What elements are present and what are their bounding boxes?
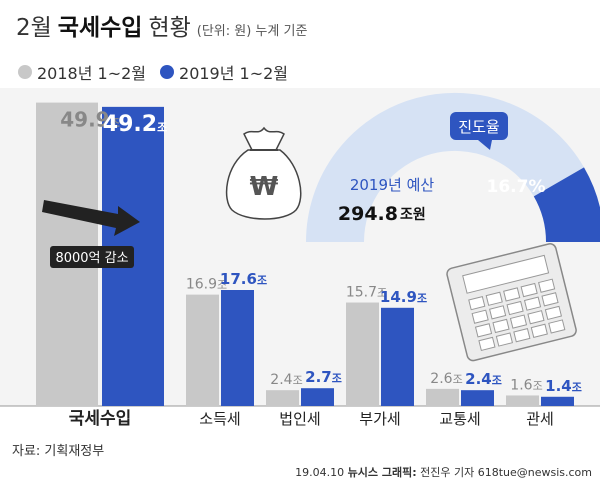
value-label-2018-2: 2.4조 <box>270 372 302 388</box>
value-label-2019-1: 17.6조 <box>220 270 267 288</box>
legend-swatch-2019 <box>160 65 175 79</box>
value-label-2019-5: 1.4조 <box>545 377 582 395</box>
bar-2018-4 <box>426 388 459 406</box>
title-unit: (단위: 원) 누계 기준 <box>196 24 308 39</box>
progress-badge-pointer <box>478 140 492 150</box>
legend-swatch-2018 <box>18 65 32 79</box>
bar-2019-5 <box>541 396 574 406</box>
category-label-2: 법인세 <box>279 410 320 428</box>
value-label-2018-4: 2.6조 <box>430 371 462 387</box>
gauge-track <box>306 92 584 243</box>
progress-gauge: 16.7% 진도율 2019년 예산 294.8 조원 <box>306 92 600 244</box>
value-label-2019-4: 2.4조 <box>465 370 502 388</box>
credit-line: 19.04.10 뉴시스 그래픽: 전진우 기자 618tue@newsis.c… <box>295 464 592 480</box>
value-label-2018-1: 16.9조 <box>186 277 227 293</box>
decrease-label: 8000억 감소 <box>55 251 128 266</box>
bar-2019-2 <box>301 388 334 406</box>
bar-2018-3 <box>346 302 379 406</box>
progress-badge <box>450 112 508 140</box>
category-strip <box>0 406 600 430</box>
calculator-icon <box>446 243 577 362</box>
value-label-2018-5: 1.6조 <box>510 377 542 393</box>
legend-label-2019: 2019년 1~2월 <box>179 64 289 83</box>
category-label-3: 부가세 <box>359 410 400 428</box>
value-label-2019-2: 2.7조 <box>305 368 342 386</box>
category-label-1: 소득세 <box>199 410 240 428</box>
gauge-fill <box>533 167 600 244</box>
annotation-layer: 8000억 감소 <box>42 200 140 268</box>
budget-value: 294.8 <box>338 203 398 225</box>
money-bag-icon: ₩ <box>225 126 302 220</box>
budget-label: 2019년 예산 <box>350 176 435 194</box>
bar-2019-3 <box>381 307 414 406</box>
bar-2019-4 <box>461 390 494 406</box>
title-suffix: 현황 <box>148 15 191 41</box>
progress-badge-label: 진도율 <box>458 118 499 136</box>
progress-percent: 16.7% <box>487 177 546 197</box>
credit-author: 전진우 기자 618tue@newsis.com <box>420 466 592 479</box>
legend-label-2018: 2018년 1~2월 <box>37 64 147 83</box>
legend-item-2018: 2018년 1~2월 <box>18 60 146 84</box>
bar-2018-2 <box>266 390 299 406</box>
decrease-badge <box>50 246 134 268</box>
credit-agency: 뉴시스 그래픽: <box>347 466 417 479</box>
title-main: 국세수입 <box>57 15 143 41</box>
category-label-0: 국세수입 <box>69 409 132 429</box>
value-label-2019-0: 49.2조 <box>103 112 167 137</box>
legend: 2018년 1~2월 2019년 1~2월 <box>18 60 302 84</box>
chart-title: 2월 국세수입 현황 (단위: 원) 누계 기준 <box>16 8 307 42</box>
credit-date: 19.04.10 <box>295 466 345 479</box>
category-label-5: 관세 <box>526 410 554 428</box>
title-month: 2월 <box>16 15 52 41</box>
source-note: 자료: 기획재정부 <box>12 444 105 459</box>
svg-text:₩: ₩ <box>250 172 279 202</box>
bar-2018-1 <box>186 294 219 406</box>
value-label-2018-3: 15.7조 <box>346 285 387 301</box>
legend-item-2019: 2019년 1~2월 <box>160 60 288 84</box>
bar-2019-1 <box>221 290 254 406</box>
bar-2018-5 <box>506 395 539 406</box>
category-label-4: 교통세 <box>439 410 480 428</box>
decrease-arrow <box>42 200 140 236</box>
budget-unit: 조원 <box>400 207 426 223</box>
value-label-2019-3: 14.9조 <box>380 288 427 306</box>
